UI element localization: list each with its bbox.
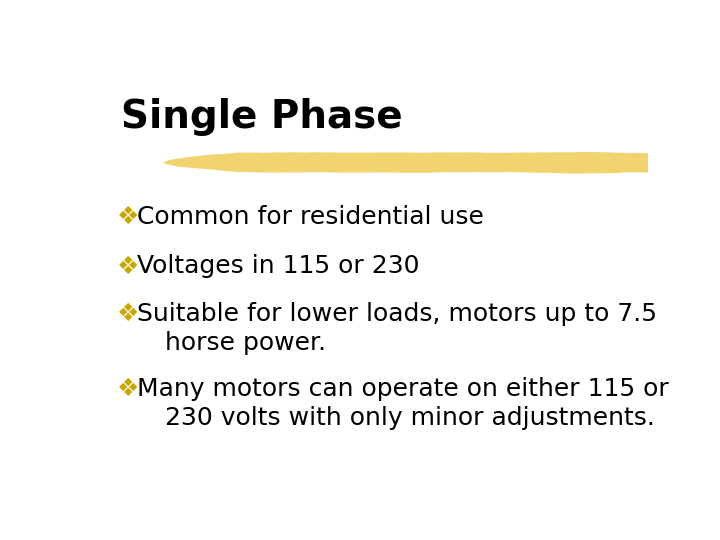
Text: horse power.: horse power. bbox=[148, 332, 325, 355]
Text: Many motors can operate on either 115 or: Many motors can operate on either 115 or bbox=[138, 377, 669, 401]
Polygon shape bbox=[163, 152, 654, 173]
Text: ❖: ❖ bbox=[117, 377, 139, 401]
Text: ❖: ❖ bbox=[117, 205, 139, 228]
Text: 230 volts with only minor adjustments.: 230 volts with only minor adjustments. bbox=[148, 406, 654, 430]
Text: Suitable for lower loads, motors up to 7.5: Suitable for lower loads, motors up to 7… bbox=[138, 302, 657, 326]
Text: Single Phase: Single Phase bbox=[121, 98, 402, 136]
Text: ❖: ❖ bbox=[117, 254, 139, 279]
Text: Voltages in 115 or 230: Voltages in 115 or 230 bbox=[138, 254, 420, 279]
Text: ❖: ❖ bbox=[117, 302, 139, 326]
Text: Common for residential use: Common for residential use bbox=[138, 205, 485, 228]
